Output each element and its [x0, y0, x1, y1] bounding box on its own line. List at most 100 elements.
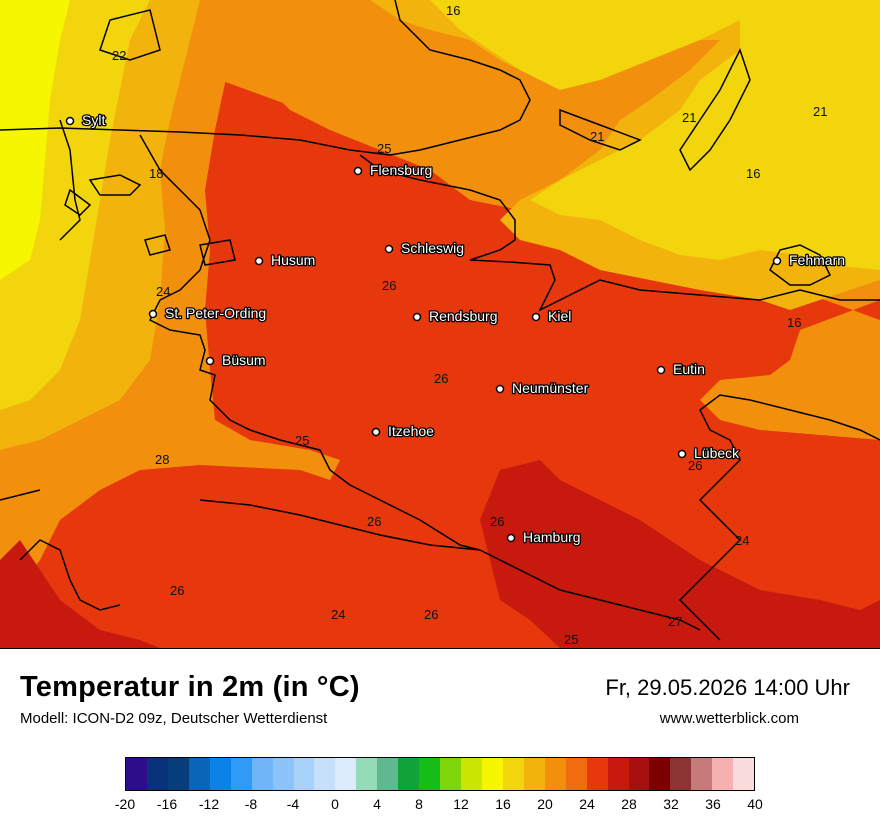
colorbar-segment [251, 758, 273, 790]
city-st-peter-ording: St. Peter-Ording [148, 304, 267, 322]
colorbar-segment [628, 758, 650, 790]
city-dot [656, 365, 666, 375]
isotherm-label: 16 [746, 166, 760, 181]
isotherm-label: 26 [367, 514, 381, 529]
colorbar-ticks: -20 -16 -12 -8 -4 0 4 8 12 16 20 24 28 32 36 40 [115, 796, 763, 816]
city-label: Lübeck [694, 445, 740, 461]
city-rendsburg: Rendsburg [412, 307, 499, 325]
city-dot [353, 166, 363, 176]
isotherm-label: 21 [682, 110, 696, 125]
city-dot [371, 427, 381, 437]
city-label: Flensburg [370, 162, 432, 178]
colorbar-segment [230, 758, 252, 790]
city-label: Hamburg [523, 529, 581, 545]
colorbar-segment [314, 758, 336, 790]
city-dot [65, 116, 75, 126]
colorbar-segment [670, 758, 692, 790]
colorbar-tick-label: 12 [453, 796, 469, 812]
city-label: Rendsburg [429, 308, 498, 324]
city-label: Fehmarn [789, 252, 845, 268]
city-eutin: Eutin [656, 360, 706, 378]
colorbar-segment [502, 758, 524, 790]
colorbar-segment [649, 758, 671, 790]
city-dot [531, 312, 541, 322]
colorbar-segment [691, 758, 713, 790]
colorbar-tick-label: -20 [114, 796, 136, 812]
colorbar-segment [209, 758, 231, 790]
isotherm-label: 22 [112, 48, 126, 63]
colorbar-tick-label: 4 [373, 796, 381, 812]
city-label: Husum [271, 252, 315, 268]
colorbar-tick-label: 24 [579, 796, 595, 812]
map-footer: Temperatur in 2m (in °C) Modell: ICON-D2… [0, 649, 880, 830]
city-luebeck: Lübeck [677, 444, 741, 462]
temperature-field-20-22 [0, 0, 880, 450]
city-flensburg: Flensburg [353, 161, 434, 179]
colorbar-tick-label: -4 [286, 796, 300, 812]
colorbar-segment [146, 758, 168, 790]
colorbar-tick-label: 8 [415, 796, 423, 812]
colorbar-segment [356, 758, 378, 790]
city-label: St. Peter-Ording [165, 305, 266, 321]
colorbar-tick-label: 28 [621, 796, 637, 812]
isotherm-label: 28 [155, 452, 169, 467]
temperature-field-18-20 [0, 0, 880, 410]
city-dot [495, 384, 505, 394]
city-buesum: Büsum [205, 351, 267, 369]
colorbar-segment [335, 758, 357, 790]
city-hamburg: Hamburg [506, 528, 582, 546]
isotherm-label: 16 [787, 315, 801, 330]
colorbar-segment [565, 758, 587, 790]
isotherm-label: 25 [564, 632, 578, 647]
city-dot [772, 256, 782, 266]
city-itzehoe: Itzehoe [371, 422, 435, 440]
colorbar-segment [481, 758, 503, 790]
city-label: Sylt [82, 112, 105, 128]
colorbar-segment [293, 758, 315, 790]
city-label: Schleswig [401, 240, 464, 256]
isotherm-labels: 16 22 21 21 21 25 18 16 26 24 16 26 25 2… [112, 3, 827, 647]
city-neumuenster: Neumünster [495, 379, 590, 397]
colorbar-tick-label: -16 [156, 796, 178, 812]
colorbar-tick-label: 32 [663, 796, 679, 812]
colorbar-segment [586, 758, 608, 790]
city-dot [148, 309, 158, 319]
city-label: Neumünster [512, 380, 589, 396]
isotherm-label: 21 [590, 129, 604, 144]
forecast-datetime: Fr, 29.05.2026 14:00 Uhr [605, 675, 850, 700]
city-dot [205, 356, 215, 366]
isotherm-label: 26 [434, 371, 448, 386]
temperature-field-26-28-sw [0, 540, 160, 648]
temperature-map: 16 22 21 21 21 25 18 16 26 24 16 26 25 2… [0, 0, 880, 649]
colorbar-segment [377, 758, 399, 790]
isotherm-label: 24 [331, 607, 345, 622]
map-title: Temperatur in 2m (in °C) [20, 671, 360, 703]
colorbar-segment [419, 758, 441, 790]
colorbar-segment [733, 758, 755, 790]
city-label: Eutin [673, 361, 705, 377]
city-label: Büsum [222, 352, 266, 368]
temperature-field-16-18 [0, 0, 70, 280]
colorbar-tick-label: 0 [331, 796, 339, 812]
city-dot [412, 312, 422, 322]
temperature-map-svg: 16 22 21 21 21 25 18 16 26 24 16 26 25 2… [0, 0, 880, 648]
city-label: Kiel [548, 308, 571, 324]
city-fehmarn: Fehmarn [772, 251, 846, 269]
isotherm-label: 24 [156, 284, 170, 299]
temperature-colorbar [125, 757, 755, 791]
colorbar-segment [544, 758, 566, 790]
isotherm-label: 26 [424, 607, 438, 622]
model-source: Modell: ICON-D2 09z, Deutscher Wetterdie… [20, 710, 328, 727]
colorbar-segment [272, 758, 294, 790]
website-url: www.wetterblick.com [659, 710, 799, 727]
isotherm-label: 26 [688, 458, 702, 473]
colorbar-tick-label: 36 [705, 796, 721, 812]
colorbar-segment [188, 758, 210, 790]
city-husum: Husum [254, 251, 317, 269]
colorbar-segment [440, 758, 461, 790]
colorbar-segment [461, 758, 482, 790]
colorbar-segment [607, 758, 629, 790]
isotherm-label: 26 [382, 278, 396, 293]
colorbar-segment [398, 758, 420, 790]
city-markers: Sylt Flensburg Schleswig Husum Fehmarn S… [65, 111, 846, 546]
